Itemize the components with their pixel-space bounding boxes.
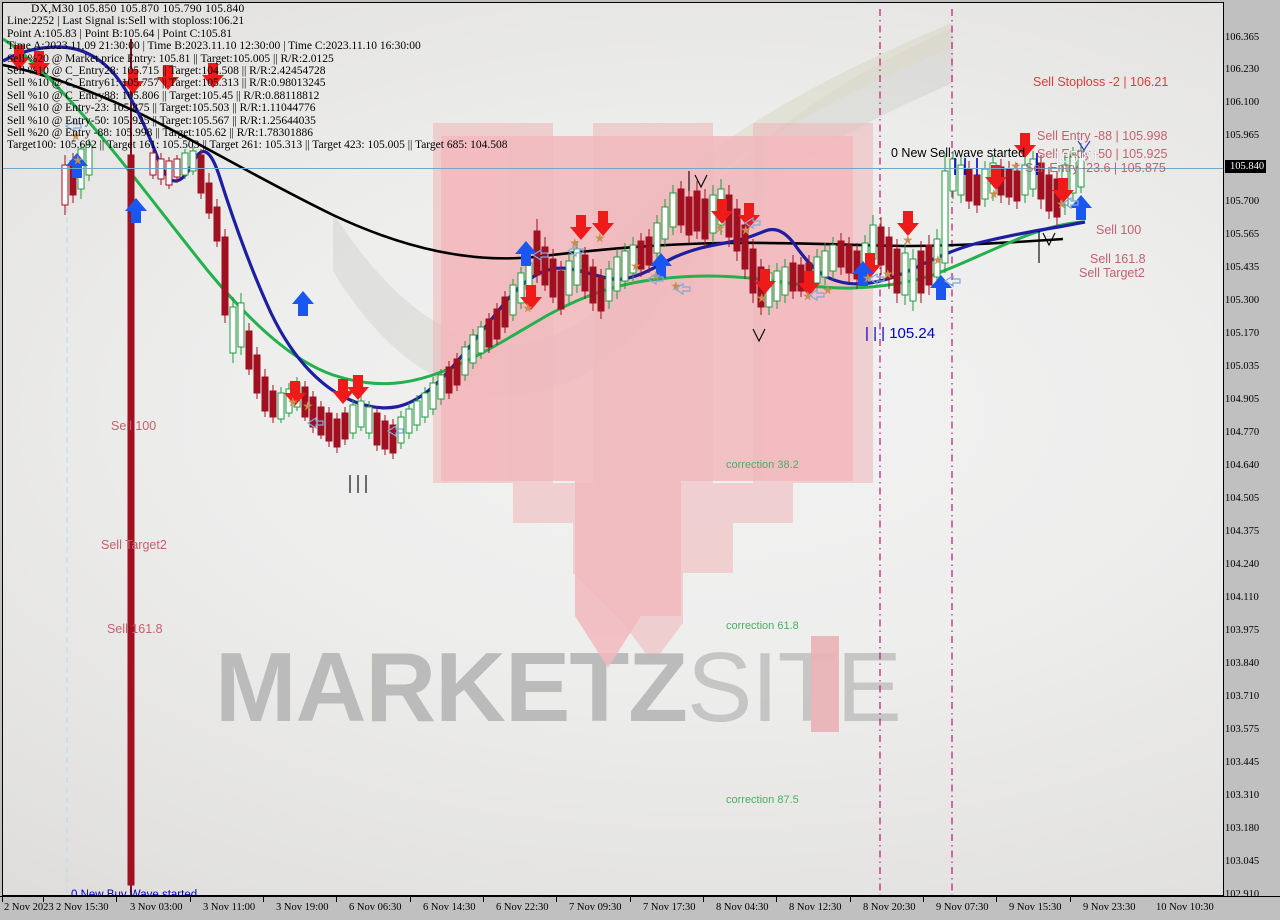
price-tick-2: 106.100 <box>1225 97 1260 108</box>
watermark-divider-bar <box>811 636 839 732</box>
price-tick-16: 104.240 <box>1225 559 1260 570</box>
price-tick-13: 104.640 <box>1225 460 1260 471</box>
time-tick-9: 7 Nov 17:30 <box>643 902 696 913</box>
time-tick-14: 9 Nov 15:30 <box>1009 902 1062 913</box>
watermark-light: SITE <box>687 632 902 742</box>
star-markers <box>71 131 1067 411</box>
price-tick-18: 103.975 <box>1225 625 1260 636</box>
price-tick-6: 105.565 <box>1225 229 1260 240</box>
time-tick-1: 2 Nov 15:30 <box>56 902 109 913</box>
price-tick-19: 103.840 <box>1225 658 1260 669</box>
price-tick-0: 106.365 <box>1225 32 1260 43</box>
time-tick-7: 6 Nov 22:30 <box>496 902 549 913</box>
price-tick-17: 104.110 <box>1225 592 1259 603</box>
time-tick-6: 6 Nov 14:30 <box>423 902 476 913</box>
buy-arrow-markers <box>66 153 1092 316</box>
price-tick-20: 103.710 <box>1225 691 1260 702</box>
ma-line-green <box>3 37 1084 386</box>
price-tick-21: 103.575 <box>1225 724 1260 735</box>
time-tick-4: 3 Nov 19:00 <box>276 902 329 913</box>
price-tick-15: 104.375 <box>1225 526 1260 537</box>
current-price-badge: 105.840 <box>1225 160 1267 173</box>
price-tick-23: 103.310 <box>1225 790 1260 801</box>
price-tick-3: 105.965 <box>1225 130 1260 141</box>
time-tick-12: 8 Nov 20:30 <box>863 902 916 913</box>
wave-y-marker <box>1077 140 1091 159</box>
price-tick-26: 102.910 <box>1225 889 1260 900</box>
price-tick-11: 104.905 <box>1225 394 1260 405</box>
price-tick-24: 103.180 <box>1225 823 1260 834</box>
time-tick-0: 2 Nov 2023 <box>4 902 54 913</box>
time-tick-11: 8 Nov 12:30 <box>789 902 842 913</box>
time-scale[interactable]: 2 Nov 2023 2 Nov 15:30 3 Nov 03:00 3 Nov… <box>0 897 1280 920</box>
fractal-markers <box>349 171 1056 493</box>
price-tick-22: 103.445 <box>1225 757 1260 768</box>
time-tick-15: 9 Nov 23:30 <box>1083 902 1136 913</box>
time-tick-8: 7 Nov 09:30 <box>569 902 622 913</box>
current-price-line <box>3 168 1223 169</box>
price-tick-9: 105.170 <box>1225 328 1260 339</box>
price-tick-14: 104.505 <box>1225 493 1260 504</box>
swoosh-watermark-icon <box>333 23 953 396</box>
price-tick-12: 104.770 <box>1225 427 1260 438</box>
price-scale[interactable]: 106.365 106.230 106.100 105.965 105.840 … <box>1225 0 1280 900</box>
time-tick-10: 8 Nov 04:30 <box>716 902 769 913</box>
time-tick-3: 3 Nov 11:00 <box>203 902 256 913</box>
time-tick-16: 10 Nov 10:30 <box>1156 902 1214 913</box>
price-chart-svg[interactable] <box>3 3 1224 896</box>
price-tick-1: 106.230 <box>1225 64 1260 75</box>
time-tick-5: 6 Nov 06:30 <box>349 902 402 913</box>
time-tick-13: 9 Nov 07:30 <box>936 902 989 913</box>
time-axis-line <box>0 896 1280 897</box>
price-tick-25: 103.045 <box>1225 856 1260 867</box>
sell-arrow-markers <box>8 45 1074 406</box>
price-tick-7: 105.435 <box>1225 262 1260 273</box>
candlestick-series <box>61 139 1085 895</box>
price-tick-8: 105.300 <box>1225 295 1260 306</box>
time-tick-2: 3 Nov 03:00 <box>130 902 183 913</box>
level-bar-markers <box>954 153 1038 175</box>
price-tick-5: 105.700 <box>1225 196 1260 207</box>
price-tick-10: 105.035 <box>1225 361 1260 372</box>
outline-arrow-markers <box>64 119 1079 438</box>
fib-zones <box>441 136 853 668</box>
chart-plot-area[interactable]: MARKETZSITE <box>2 2 1224 896</box>
